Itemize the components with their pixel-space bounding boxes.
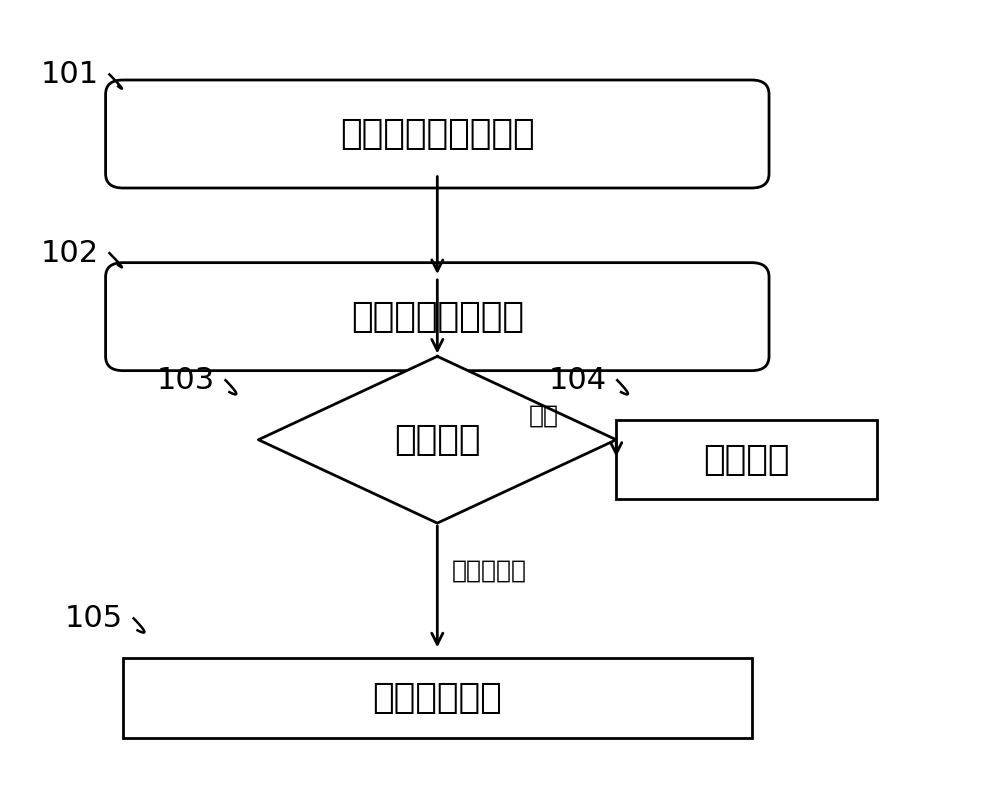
Text: 大于: 大于 xyxy=(529,404,559,427)
Polygon shape xyxy=(258,356,616,523)
Text: 计算振荡传播因子: 计算振荡传播因子 xyxy=(351,300,524,334)
FancyBboxPatch shape xyxy=(106,80,769,188)
Bar xyxy=(616,420,877,499)
Text: 阈值判断: 阈值判断 xyxy=(394,423,481,457)
Text: 获取间谐波电流向量: 获取间谐波电流向量 xyxy=(340,117,535,151)
Text: 运行参数调整: 运行参数调整 xyxy=(373,681,502,715)
Bar xyxy=(123,658,751,738)
FancyBboxPatch shape xyxy=(106,263,769,371)
Text: 104: 104 xyxy=(548,366,606,394)
Text: 102: 102 xyxy=(41,238,99,267)
Text: 103: 103 xyxy=(157,366,215,394)
Text: 小于或等于: 小于或等于 xyxy=(452,559,527,583)
Text: 风机切除: 风机切除 xyxy=(703,443,790,477)
Text: 105: 105 xyxy=(65,604,123,633)
Text: 101: 101 xyxy=(41,60,99,89)
